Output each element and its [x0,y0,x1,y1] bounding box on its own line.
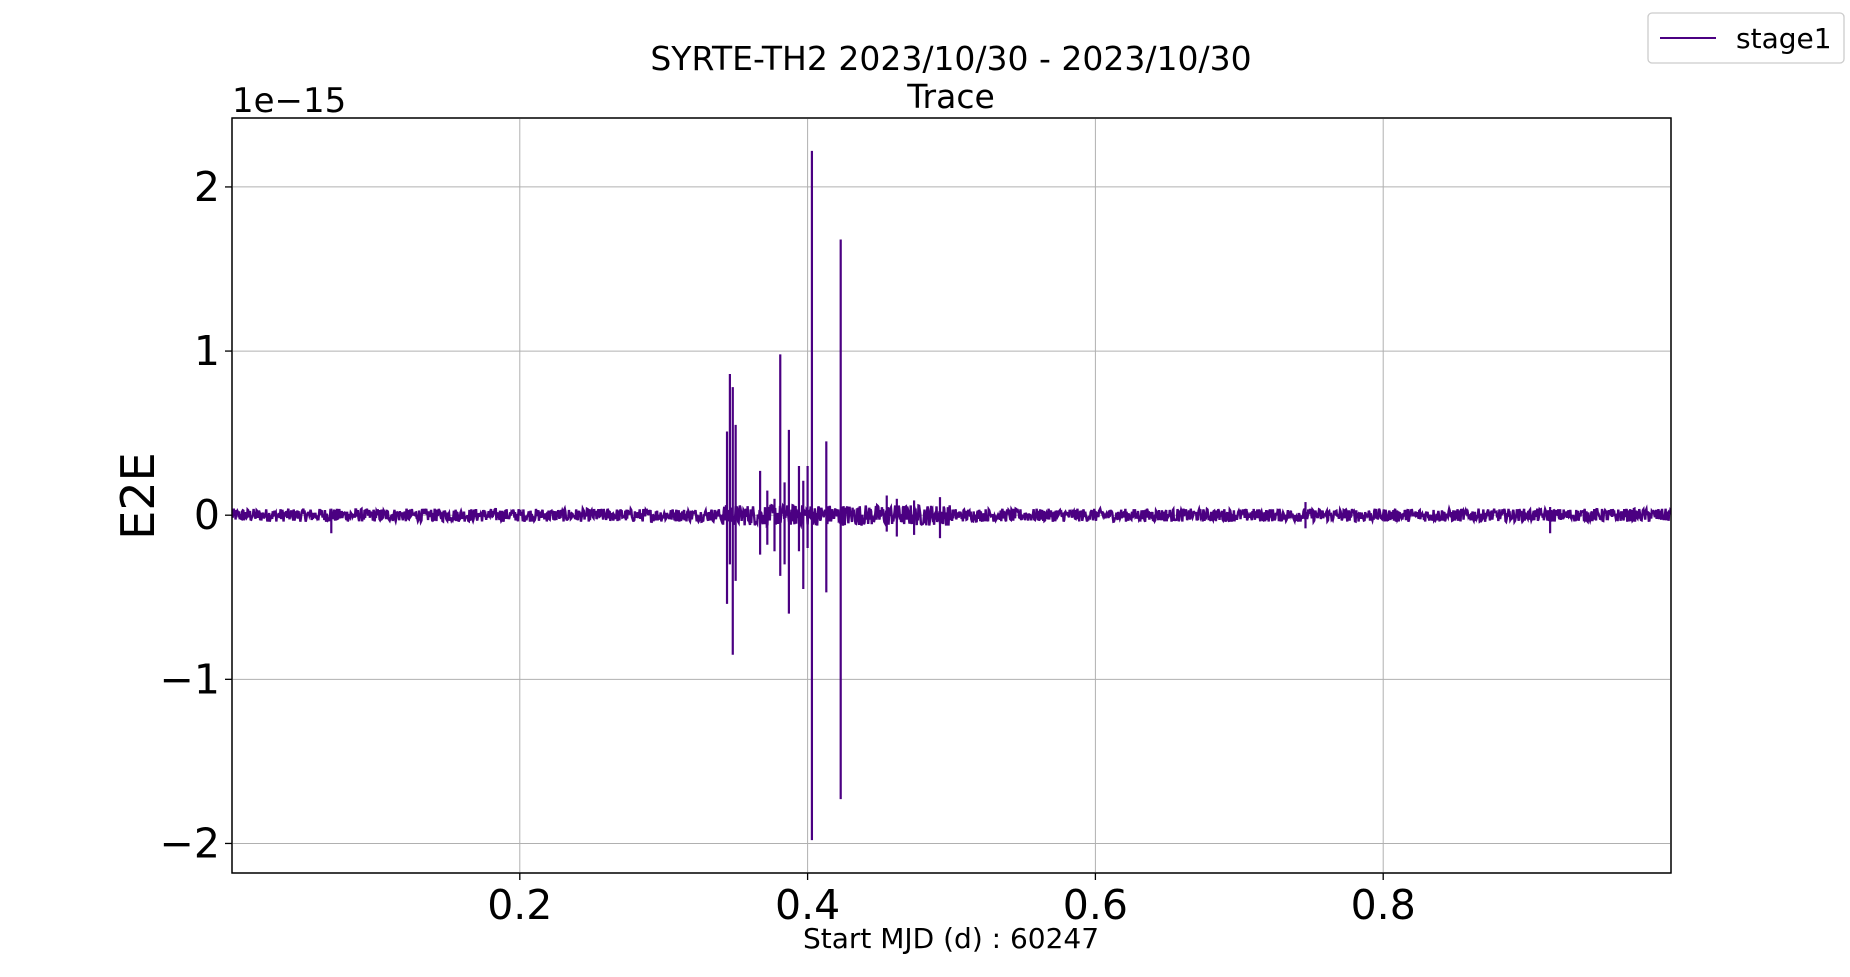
y-tick-label: 2 [194,163,220,211]
x-tick-label: 0.4 [775,881,840,929]
y-tick-label: −1 [160,655,220,703]
plot-border [231,117,1672,874]
x-axis-label: Start MJD (d) : 60247 [803,922,1099,955]
legend-box [1647,12,1845,64]
series-layer [232,150,1671,841]
y-axis-label: E2E [111,452,165,539]
series-line-stage1 [232,502,1671,530]
y-offset-label: 1e−15 [232,81,346,121]
chart-title: SYRTE-TH2 2023/10/30 - 2023/10/30 [650,39,1251,78]
plot-frame [231,117,1672,874]
chart-subtitle: Trace [906,77,995,116]
y-tick-label: 1 [194,327,220,375]
y-tick-label: −2 [160,819,220,867]
x-tick-label: 0.6 [1063,881,1128,929]
axis-ticks: 0.2 0.4 0.6 0.8 −2 −1 0 1 2 [160,163,1416,929]
plot-area [231,117,1672,874]
x-tick-label: 0.2 [487,881,552,929]
legend-label-stage1: stage1 [1736,22,1832,55]
x-tick-label: 0.8 [1351,881,1416,929]
legend: stage1 [1647,12,1845,64]
y-tick-label: 0 [194,491,220,539]
